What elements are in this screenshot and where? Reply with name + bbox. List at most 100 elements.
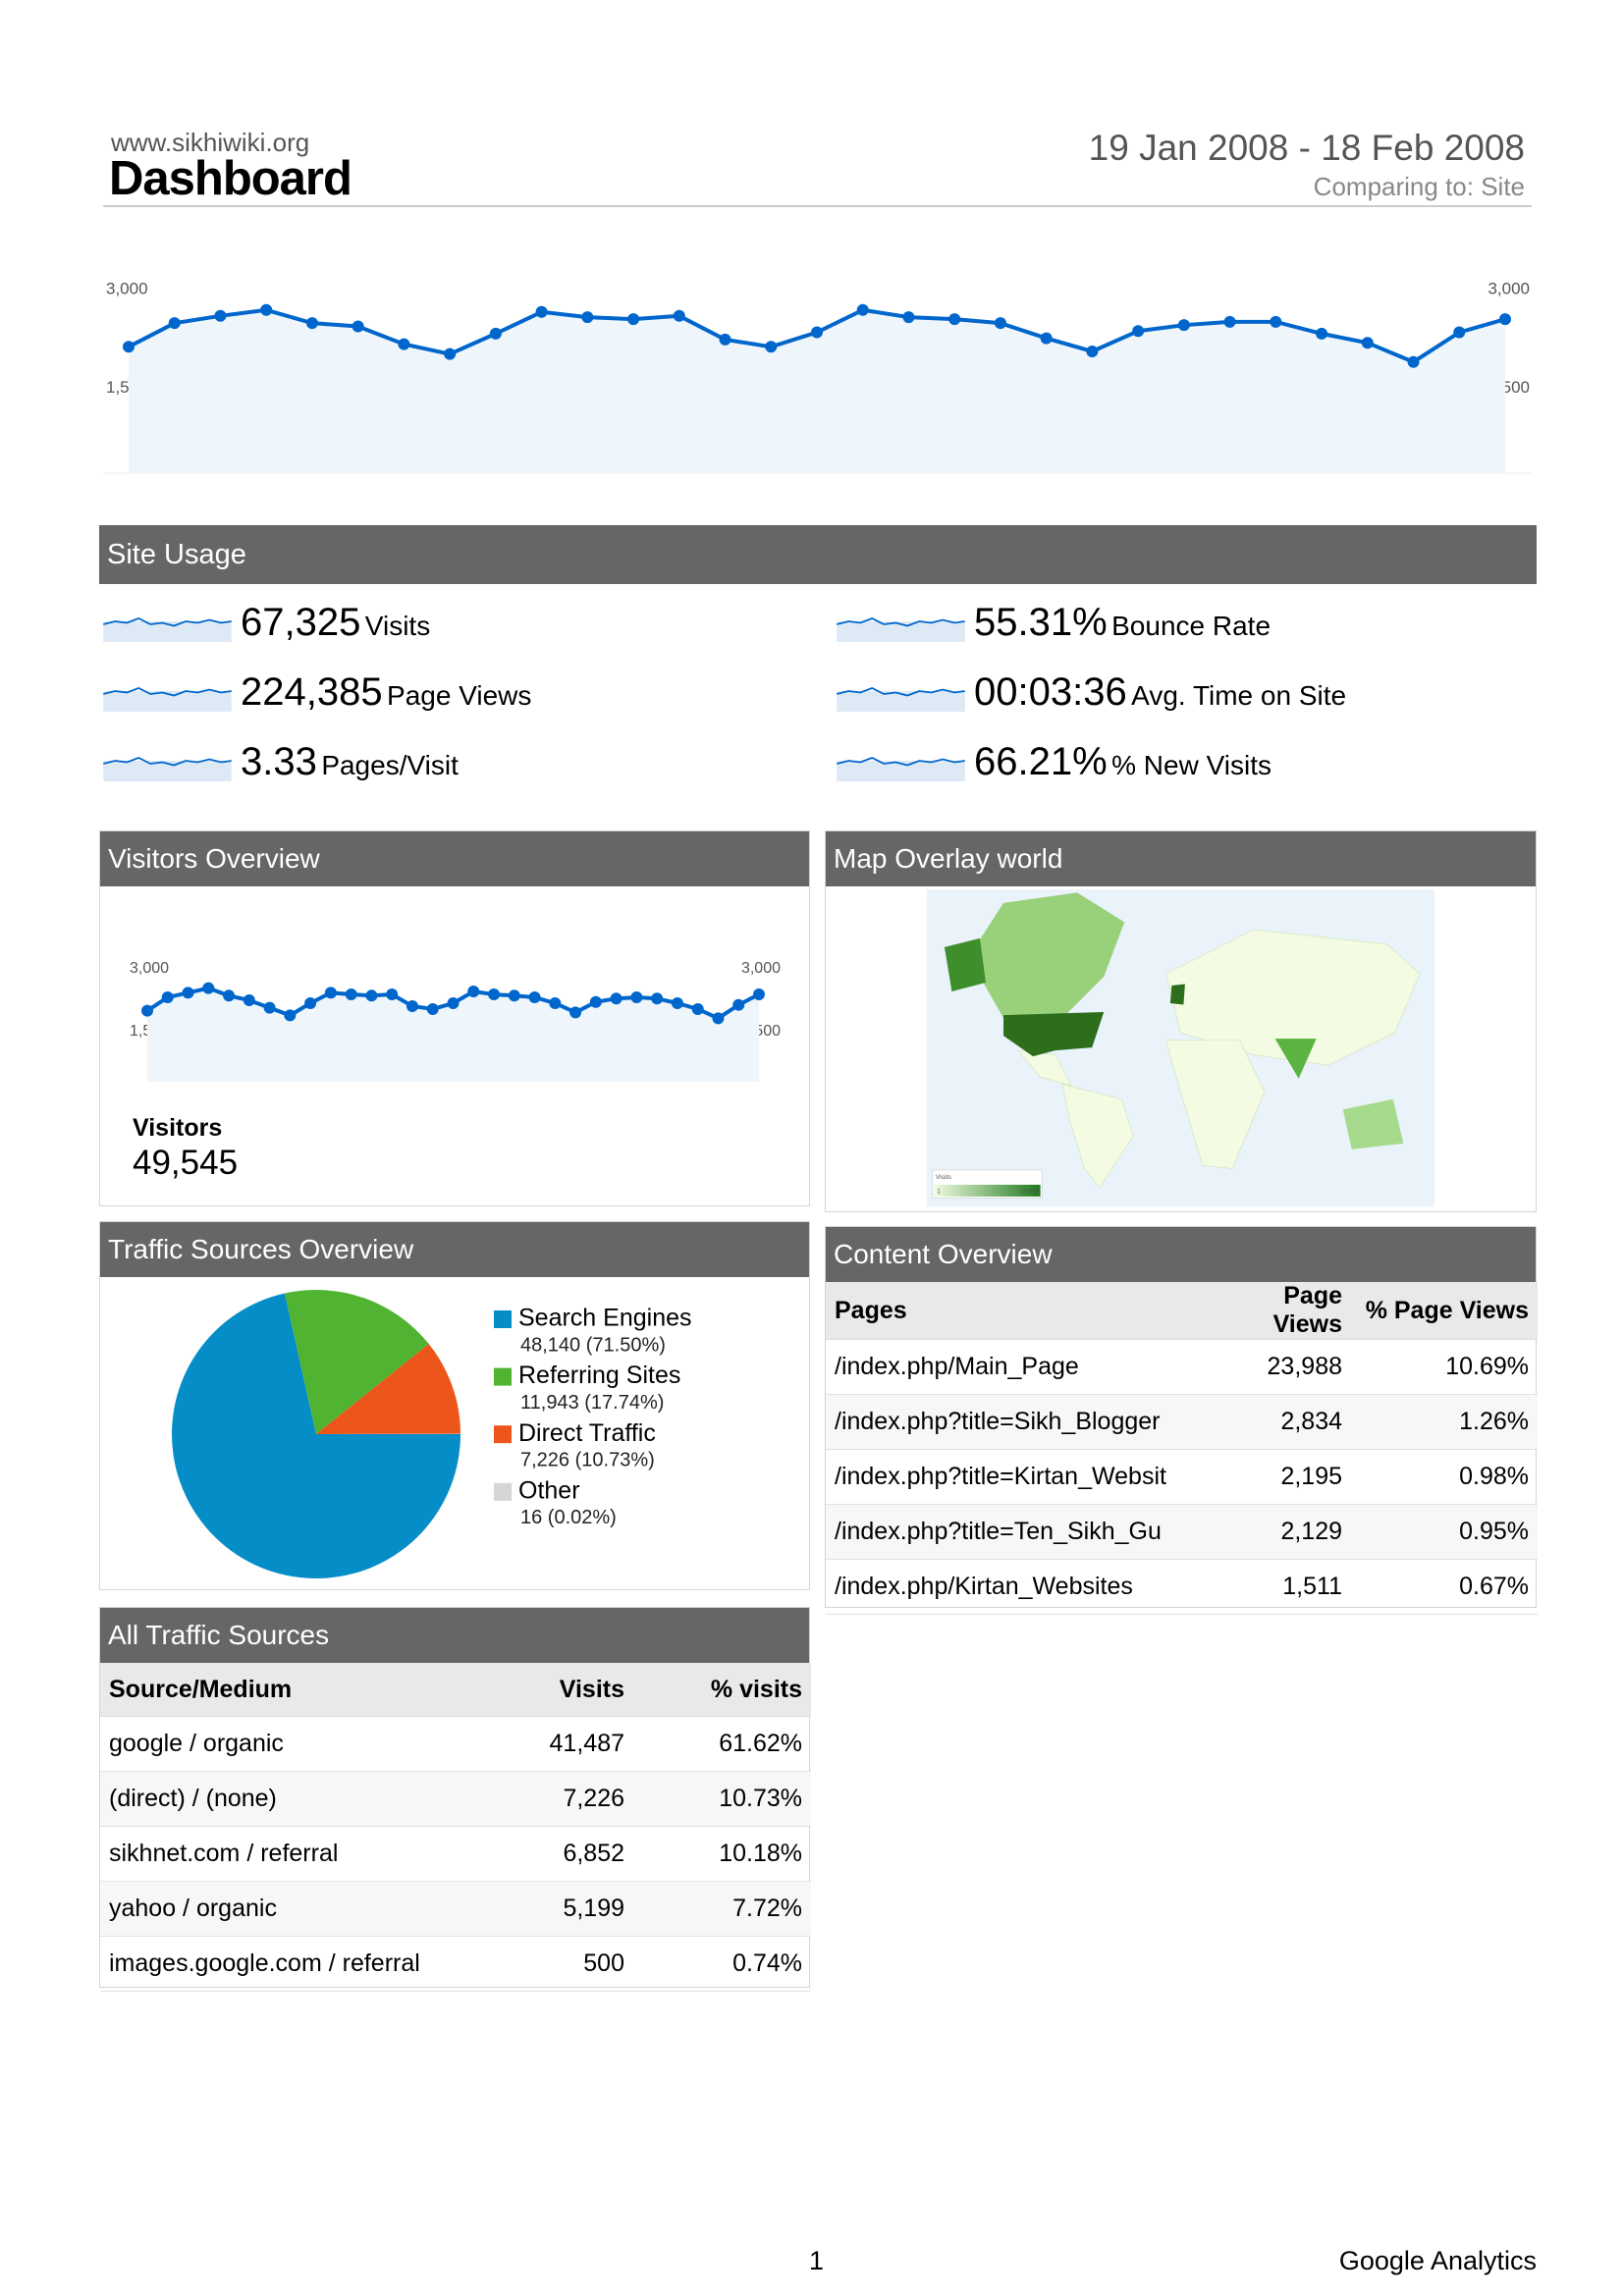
map-legend-min: 1 [937, 1189, 941, 1195]
point [627, 313, 640, 326]
point [1040, 332, 1053, 345]
table-cell: (direct) / (none) [100, 1771, 506, 1827]
point [489, 327, 502, 340]
point [202, 982, 215, 994]
point [447, 996, 460, 1009]
point [365, 989, 378, 1002]
metric: 55.31% Bounce Rate [974, 601, 1271, 645]
map-legend-title: Visits [936, 1174, 952, 1181]
table-cell: 7.72% [633, 1881, 811, 1937]
table-cell: 0.98% [1351, 1449, 1538, 1505]
point [1132, 325, 1145, 338]
table-row: /index.php/Kirtan_Websites 1,511 0.67% [826, 1559, 1538, 1615]
table-cell: 0.74% [633, 1936, 811, 1992]
point [260, 303, 273, 316]
point [444, 347, 457, 360]
date-range: 19 Jan 2008 - 18 Feb 2008 [1088, 128, 1525, 168]
point [214, 309, 227, 322]
india [1274, 1039, 1317, 1079]
point [753, 988, 765, 1001]
table-cell: /index.php?title=Sikh_Blogger [826, 1394, 1199, 1450]
point [263, 1001, 276, 1014]
table-cell: 2,195 [1199, 1449, 1351, 1505]
visitors-label: Visitors [133, 1114, 223, 1142]
panel-header: Site Usage [99, 525, 1537, 584]
y-tick-label: 3,000 [741, 960, 781, 977]
metric-value: 67,325 [241, 601, 361, 644]
table-row: google / organic 41,487 61.62% [100, 1716, 811, 1772]
legend-swatch [494, 1425, 512, 1444]
map-panel: Map Overlay world [825, 830, 1537, 1212]
metric-value: 66.21% [974, 740, 1108, 783]
metric-label: Bounce Rate [1111, 611, 1271, 641]
column-header: % Page Views [1351, 1282, 1538, 1340]
rule [103, 205, 1532, 207]
point [581, 311, 594, 324]
point [345, 988, 357, 1001]
legend-label: Other [518, 1476, 580, 1504]
column-header: Visits [506, 1663, 633, 1717]
point [182, 987, 194, 999]
table-cell: 5,199 [506, 1881, 633, 1937]
table-row: /index.php/Main_Page 23,988 10.69% [826, 1339, 1538, 1395]
point [719, 333, 731, 346]
point [589, 995, 602, 1008]
table-cell: /index.php/Main_Page [826, 1339, 1199, 1395]
content-table: Pages Page Views% Page Views/index.php/Ma… [826, 1282, 1538, 1615]
pie-slice [316, 1344, 460, 1434]
point [671, 996, 683, 1009]
table-cell: 41,487 [506, 1716, 633, 1772]
page-title: Dashboard [109, 152, 352, 205]
table-cell: sikhnet.com / referral [100, 1826, 506, 1882]
content-panel: Content Overview Pages Page Views% Page V… [825, 1226, 1538, 1615]
point [811, 326, 823, 339]
point [948, 313, 961, 326]
usa [1003, 1012, 1105, 1057]
table-row: images.google.com / referral 500 0.74% [100, 1936, 811, 1992]
point [902, 311, 915, 324]
table-cell: 61.62% [633, 1716, 811, 1772]
table-row: yahoo / organic 5,199 7.72% [100, 1881, 811, 1937]
point [467, 986, 480, 998]
point [123, 341, 135, 353]
pie-slice [172, 1293, 460, 1578]
metric: 67,325 Visits [241, 601, 430, 645]
table-cell: /index.php/Kirtan_Websites [826, 1559, 1199, 1615]
comparing: Comparing to: Site [1313, 172, 1525, 201]
sparkline [837, 687, 965, 712]
table-cell: 7,226 [506, 1771, 633, 1827]
metric: 224,385 Page Views [241, 670, 531, 715]
panel-header: Visitors Overview [100, 831, 809, 886]
point [324, 987, 337, 999]
table-cell: 10.69% [1351, 1339, 1538, 1395]
sparklines [103, 617, 965, 781]
column-header: Pages [826, 1282, 1199, 1340]
table-cell: google / organic [100, 1716, 506, 1772]
header-row: Pages Page Views% Page Views [826, 1282, 1538, 1340]
site-usage-panel: Site Usage [99, 525, 1537, 584]
point [1453, 326, 1466, 339]
y-tick-label: 3,000 [1488, 279, 1530, 297]
legend-swatch [494, 1310, 512, 1328]
metric: 3.33 Pages/Visit [241, 740, 459, 784]
traffic-panel: Traffic Sources Overview [99, 1221, 810, 1590]
table-cell: 500 [506, 1936, 633, 1992]
point [691, 1002, 704, 1015]
point [1499, 313, 1511, 326]
uk [1169, 984, 1185, 1005]
sparkline [103, 687, 232, 712]
metric-value: 00:03:36 [974, 670, 1127, 714]
table-cell: 0.67% [1351, 1559, 1538, 1615]
point [488, 988, 501, 1001]
table-cell: yahoo / organic [100, 1881, 506, 1937]
y-tick-label: 3,000 [130, 960, 169, 977]
south-america [1061, 1084, 1134, 1189]
point [386, 988, 399, 1001]
point [549, 996, 562, 1009]
map-legend-bar [934, 1184, 1041, 1197]
panel-header: Traffic Sources Overview [100, 1222, 809, 1277]
metric: 66.21% % New Visits [974, 740, 1271, 784]
sources-table: Source/Medium Visits% visits google / orga… [100, 1663, 811, 1992]
table-cell: images.google.com / referral [100, 1936, 506, 1992]
